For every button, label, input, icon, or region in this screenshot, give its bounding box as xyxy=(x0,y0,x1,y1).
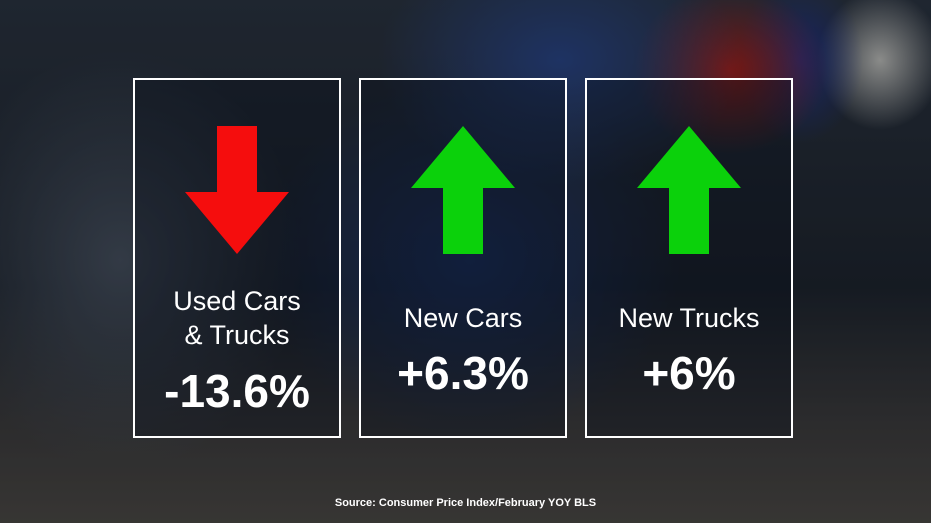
card: New Trucks +6% xyxy=(585,78,793,438)
card-label: New Trucks xyxy=(618,303,760,333)
card-value: -13.6% xyxy=(164,365,310,417)
card-value: +6% xyxy=(642,347,736,399)
source-note: Source: Consumer Price Index/February YO… xyxy=(334,497,597,509)
card-value: +6.3% xyxy=(397,347,529,399)
up-arrow xyxy=(637,126,741,254)
card: New Cars +6.3% xyxy=(359,78,567,438)
card: Used Cars & Trucks -13.6% xyxy=(133,78,341,438)
card-label: New Cars xyxy=(403,303,523,333)
down-arrow xyxy=(185,126,289,254)
up-arrow xyxy=(411,126,515,254)
card-label: Used Cars & Trucks xyxy=(173,286,301,350)
